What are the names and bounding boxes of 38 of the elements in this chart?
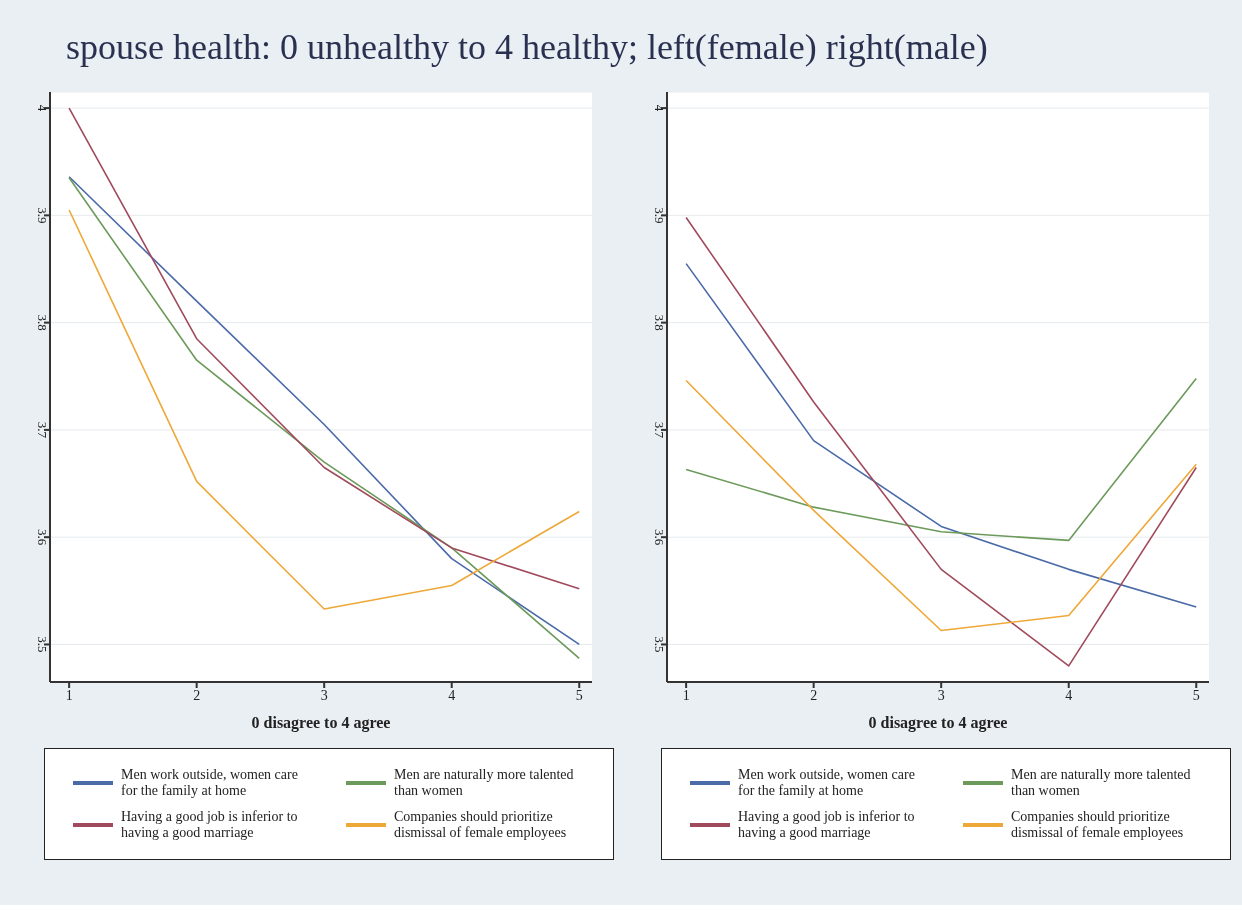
line-series (685, 379, 1198, 632)
chart-title: spouse health: 0 unhealthy to 4 healthy; left(female) right(male) (65, 26, 989, 69)
line-series (685, 377, 1198, 542)
legend-label: Men work outside, women care for the family at home (738, 767, 916, 799)
x-tick-label: 3 (320, 687, 328, 703)
y-tick-label: 3.9 (35, 207, 50, 224)
x-tick-label: 3 (937, 687, 945, 703)
y-tick-label: 3.8 (652, 314, 667, 331)
x-tick-label: 2 (193, 687, 201, 703)
y-tick-label: 3.5 (35, 636, 50, 653)
x-axis-title: 0 disagree to 4 agree (251, 714, 391, 732)
y-tick-label: 3.9 (652, 207, 667, 224)
y-tick-label: 4 (35, 104, 50, 112)
legend-label: Having a good job is inferior to having a good marriage (121, 809, 299, 841)
legend-label: Men are naturally more talented than women (1011, 767, 1192, 799)
x-tick-label: 1 (65, 687, 73, 703)
y-tick-label: 3.5 (652, 636, 667, 653)
x-tick-label: 5 (1192, 687, 1200, 703)
y-tick-label: 3.8 (35, 314, 50, 331)
legend-label: Having a good job is inferior to having a good marriage (738, 809, 916, 841)
legend-label: Companies should prioritize dismissal of female employees (1011, 809, 1185, 841)
y-tick-label: 3.7 (35, 421, 50, 439)
line-series (68, 107, 581, 590)
x-axis-title: 0 disagree to 4 agree (868, 714, 1008, 732)
y-tick-label: 3.6 (652, 529, 667, 546)
line-series (685, 216, 1198, 667)
x-tick-label: 4 (1065, 687, 1073, 703)
legend-label: Men work outside, women care for the family at home (121, 767, 299, 799)
x-tick-label: 5 (575, 687, 583, 703)
y-tick-label: 4 (652, 104, 667, 112)
legend-label: Men are naturally more talented than women (394, 767, 575, 799)
x-tick-label: 1 (682, 687, 690, 703)
legend-label: Companies should prioritize dismissal of female employees (394, 809, 568, 841)
y-tick-label: 3.6 (35, 529, 50, 546)
line-series (685, 262, 1198, 608)
x-tick-label: 2 (810, 687, 818, 703)
y-tick-label: 3.7 (652, 421, 667, 439)
x-tick-label: 4 (448, 687, 456, 703)
